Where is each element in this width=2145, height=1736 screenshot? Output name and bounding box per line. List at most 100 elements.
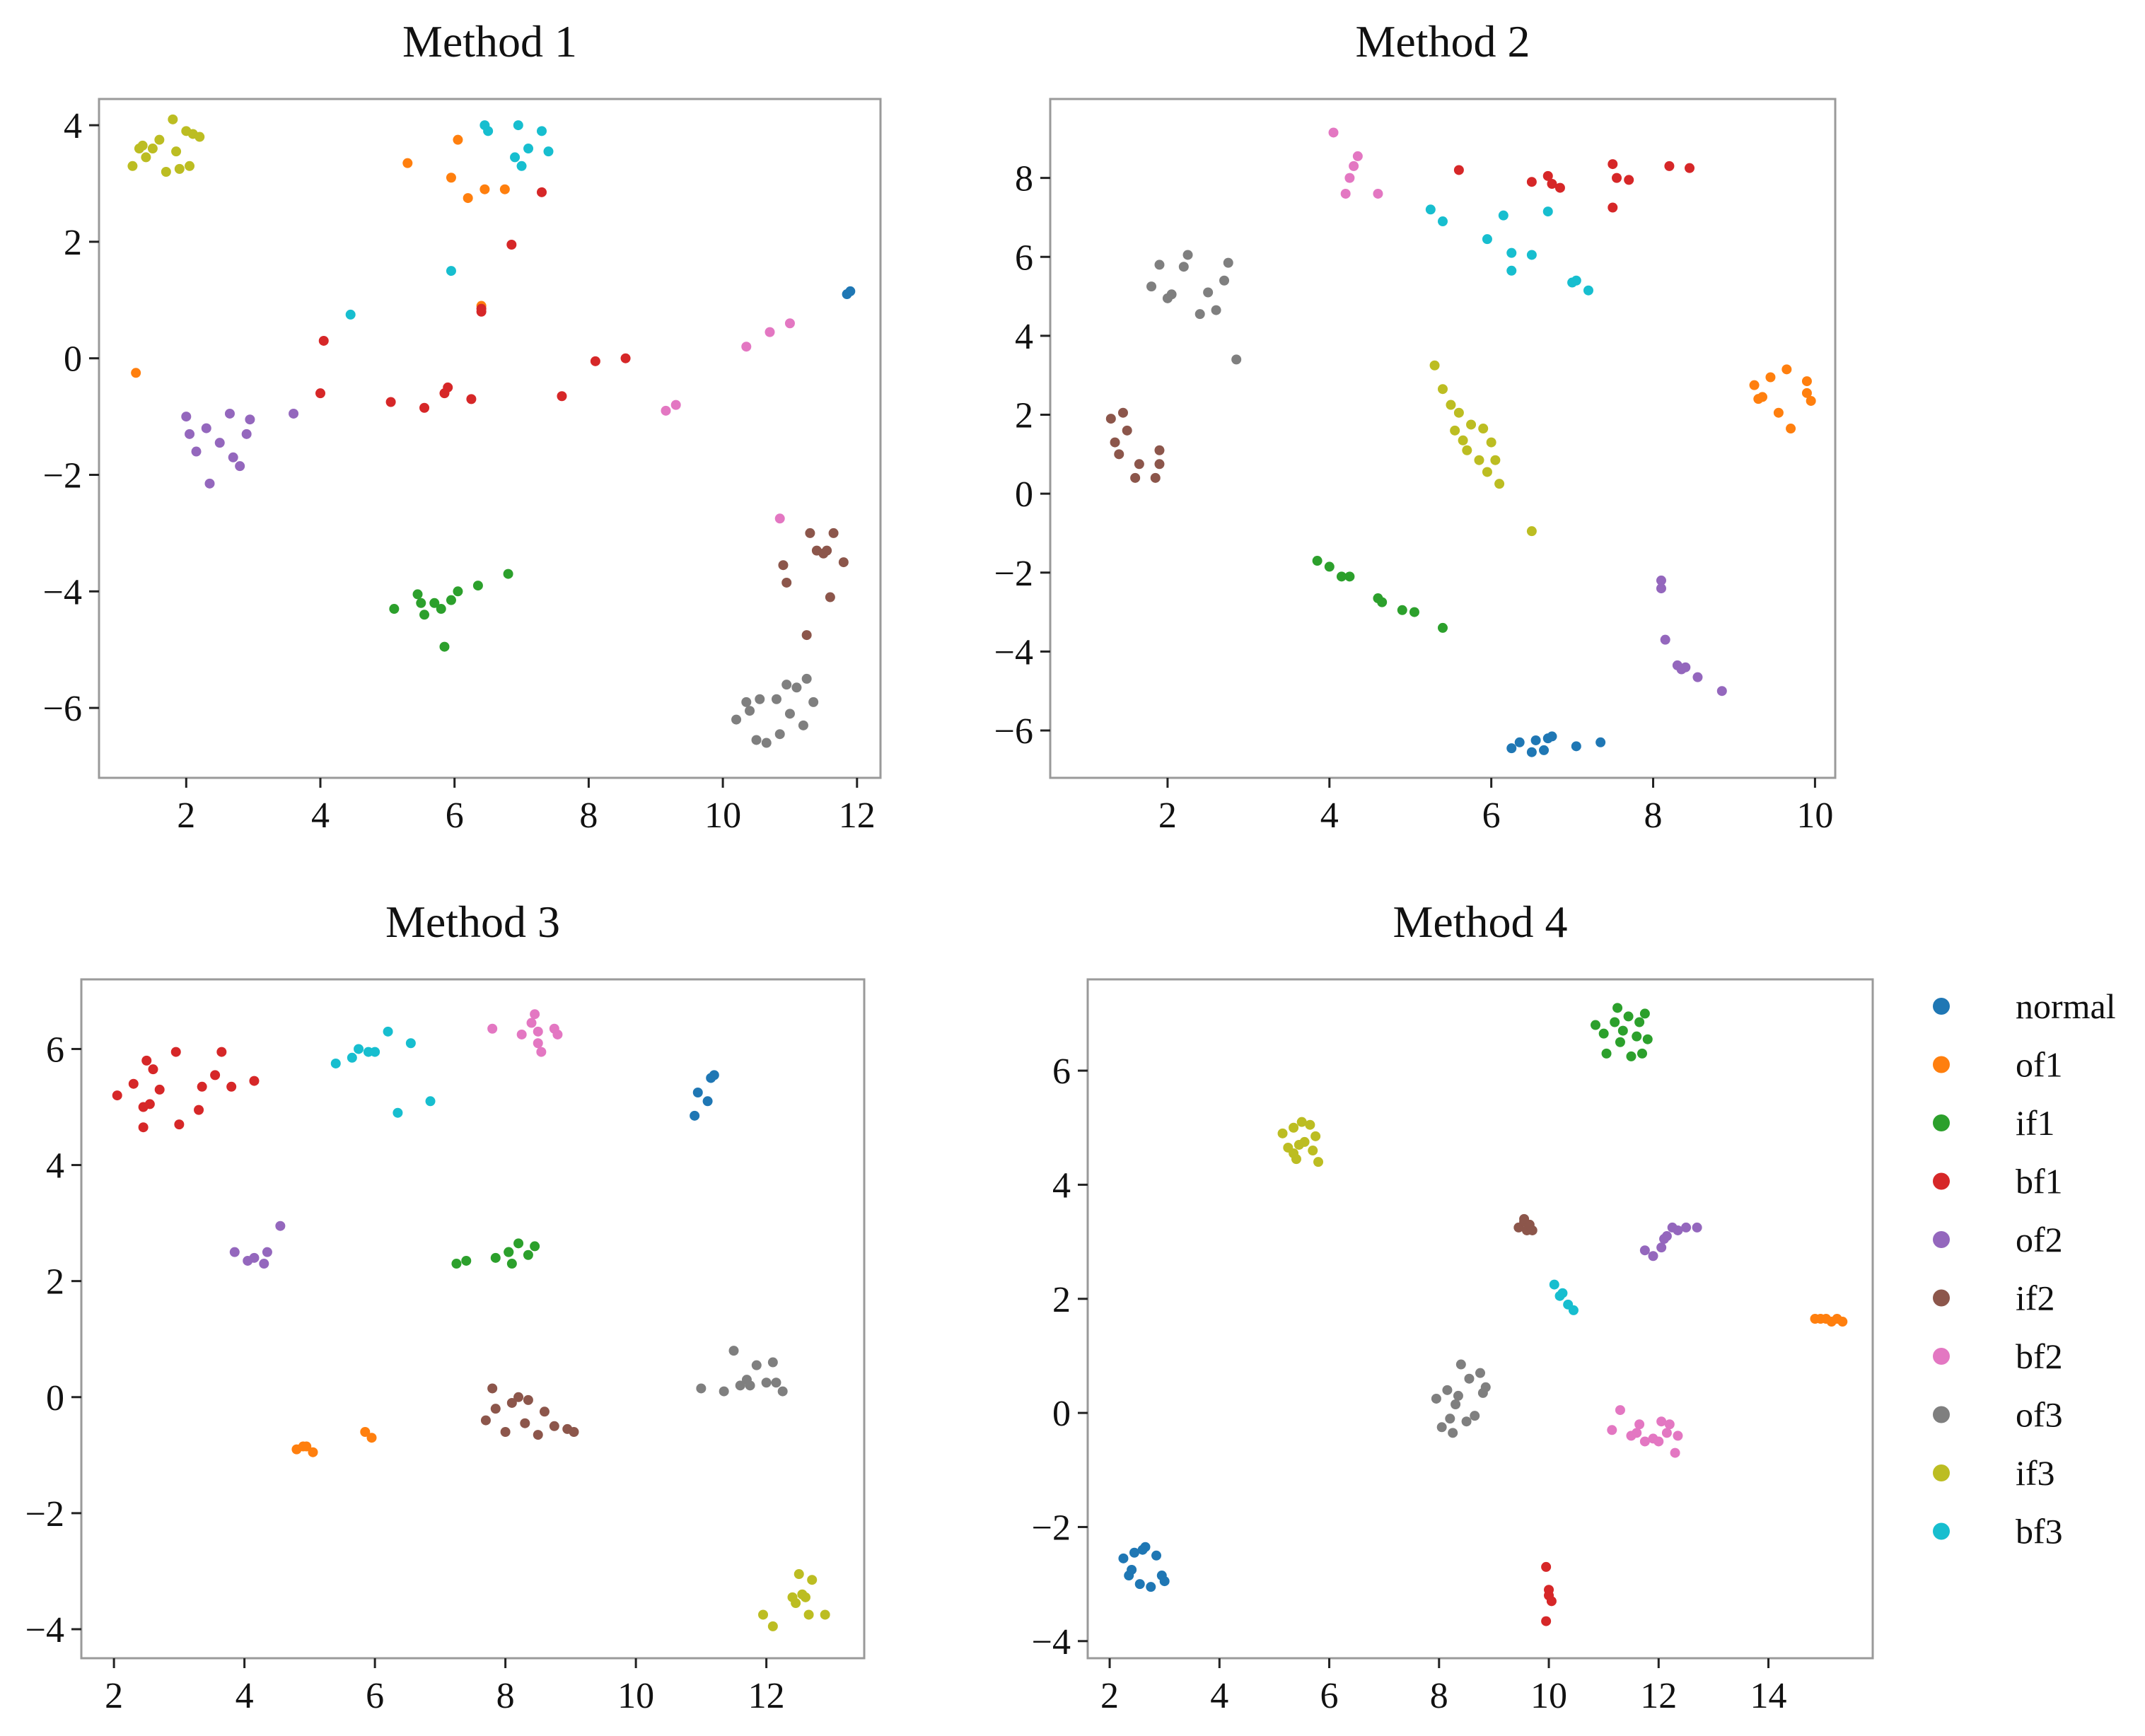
y-tick-label: 0 <box>64 339 82 380</box>
data-point-if3 <box>1294 1139 1304 1150</box>
data-point-bf1 <box>138 1102 149 1112</box>
x-tick-label: 12 <box>748 1676 785 1716</box>
data-point-if2 <box>1117 407 1128 418</box>
series-of3 <box>696 1346 788 1397</box>
data-point-if1 <box>504 1247 514 1257</box>
x-tick-label: 14 <box>1750 1676 1787 1716</box>
data-point-of1 <box>1773 407 1784 418</box>
data-point-normal <box>1127 1564 1137 1575</box>
data-point-if1 <box>1642 1034 1653 1044</box>
data-point-normal <box>1129 1547 1139 1558</box>
series-normal <box>690 1070 719 1121</box>
chart-title: Method 1 <box>402 16 577 66</box>
data-point-bf2 <box>741 342 752 352</box>
chart-title: Method 3 <box>385 897 560 947</box>
data-point-bf2 <box>533 1026 543 1037</box>
data-point-of1 <box>360 1427 371 1437</box>
data-point-if2 <box>1519 1213 1530 1224</box>
data-point-of2 <box>1660 634 1670 645</box>
y-tick-label: 2 <box>1052 1280 1071 1320</box>
data-point-if3 <box>1429 360 1440 371</box>
data-point-bf1 <box>154 1084 165 1095</box>
data-point-if2 <box>1105 414 1116 424</box>
chart-panel-2: Method 2 2 4 6 8 10 −6 −4 −2 0 2 4 6 8 <box>994 16 1837 836</box>
series-if1 <box>389 569 513 652</box>
series-of2 <box>229 1221 286 1269</box>
data-point-if3 <box>1289 1148 1299 1159</box>
data-point-if2 <box>778 560 789 571</box>
data-point-if1 <box>1623 1011 1634 1022</box>
legend-marker-if3 <box>1933 1464 1950 1481</box>
data-point-if3 <box>141 152 151 163</box>
data-point-normal <box>709 1070 719 1080</box>
data-point-if3 <box>1458 435 1468 445</box>
data-point-normal <box>692 1088 703 1097</box>
y-tick-label: 4 <box>1015 317 1033 357</box>
series-if1 <box>1312 556 1448 633</box>
data-point-of1 <box>366 1433 377 1443</box>
data-point-of3 <box>731 714 742 725</box>
data-point-bf2 <box>661 405 671 416</box>
plot-frame <box>98 98 882 779</box>
data-point-if2 <box>520 1418 530 1428</box>
data-point-of3 <box>1464 1373 1475 1384</box>
plot-frame <box>1049 98 1837 779</box>
plot-frame <box>80 978 866 1660</box>
data-point-bf2 <box>1661 1428 1672 1438</box>
legend-item-if3: if3 <box>1933 1453 2055 1493</box>
data-point-of1 <box>131 368 141 378</box>
data-point-of1 <box>453 134 463 145</box>
data-point-if1 <box>1591 1020 1601 1030</box>
data-point-bf1 <box>1544 1585 1554 1595</box>
data-point-if3 <box>807 1575 818 1585</box>
data-point-of3 <box>1231 354 1242 365</box>
x-tick-label: 10 <box>704 796 741 836</box>
data-point-if1 <box>1601 1048 1612 1059</box>
series-bf2 <box>1328 127 1383 199</box>
data-point-if2 <box>569 1427 579 1437</box>
data-point-bf3 <box>1498 210 1509 221</box>
series-if2 <box>1105 407 1165 483</box>
data-point-of2 <box>235 461 245 472</box>
data-point-bf1 <box>318 335 329 346</box>
series-if2 <box>1513 1213 1537 1235</box>
chart-panel-1: Method 1 2 4 6 8 10 12 −6 −4 −2 0 2 4 <box>43 16 882 836</box>
data-point-bf2 <box>1632 1428 1642 1438</box>
data-point-if3 <box>1486 437 1496 448</box>
data-point-if1 <box>1409 607 1419 617</box>
data-point-bf3 <box>483 126 494 136</box>
y-tick-label: 0 <box>46 1378 64 1418</box>
series-if3 <box>1429 360 1537 537</box>
data-point-bf1 <box>170 1047 181 1057</box>
legend-label: of2 <box>2016 1220 2063 1259</box>
data-point-if3 <box>1482 467 1492 477</box>
x-tick-label: 4 <box>1210 1676 1228 1716</box>
data-point-of1 <box>301 1441 312 1452</box>
data-point-normal <box>1571 741 1581 752</box>
y-tick-label: −2 <box>25 1494 64 1534</box>
data-point-bf3 <box>1506 247 1517 258</box>
data-point-bf1 <box>128 1078 139 1089</box>
x-tick-label: 8 <box>1430 1676 1448 1716</box>
data-point-of3 <box>728 1346 739 1356</box>
series-if3 <box>127 114 205 177</box>
data-point-of3 <box>1448 1428 1458 1438</box>
series-if1 <box>451 1238 540 1269</box>
y-tick-label: 6 <box>1015 238 1033 278</box>
data-point-bf1 <box>1612 173 1622 183</box>
data-point-normal <box>1539 745 1550 755</box>
data-point-of2 <box>214 438 225 448</box>
data-point-bf2 <box>670 400 681 410</box>
data-point-if1 <box>523 1249 533 1260</box>
data-point-if3 <box>171 146 182 157</box>
y-tick-label: −4 <box>25 1610 64 1650</box>
data-point-of3 <box>801 673 812 684</box>
data-point-bf3 <box>383 1026 393 1037</box>
data-point-of3 <box>741 697 752 707</box>
data-point-bf1 <box>590 356 600 366</box>
data-point-of1 <box>446 173 456 183</box>
data-point-if1 <box>1598 1028 1609 1039</box>
data-point-of2 <box>262 1247 272 1257</box>
data-point-bf1 <box>174 1119 185 1130</box>
data-point-of2 <box>201 423 211 433</box>
